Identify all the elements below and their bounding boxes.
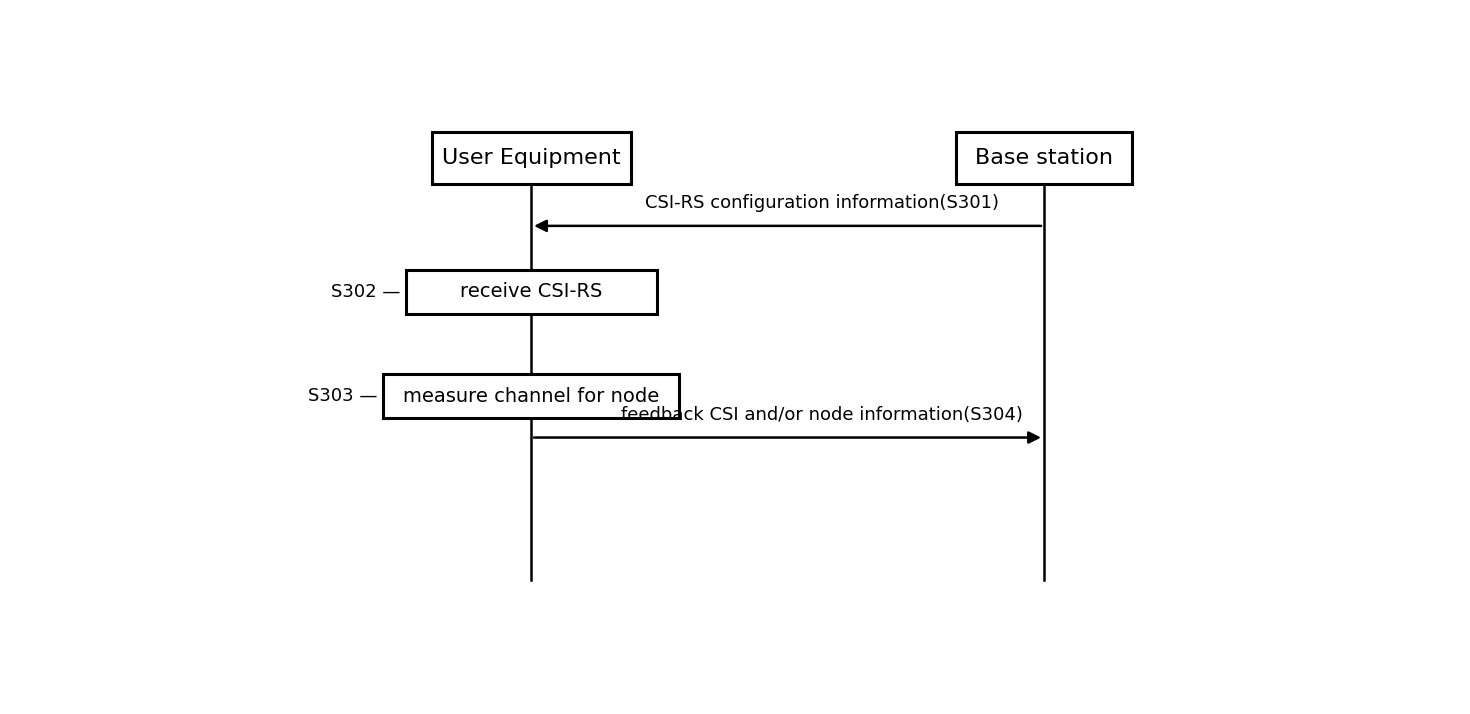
Text: S303 —: S303 — <box>309 387 378 406</box>
Text: User Equipment: User Equipment <box>442 149 620 169</box>
Text: CSI-RS configuration information(S301): CSI-RS configuration information(S301) <box>645 194 998 212</box>
Text: feedback CSI and/or node information(S304): feedback CSI and/or node information(S30… <box>620 406 1023 424</box>
Bar <box>432 132 631 184</box>
Bar <box>956 132 1132 184</box>
Text: measure channel for node: measure channel for node <box>403 387 660 406</box>
Bar <box>406 270 657 314</box>
Text: S302 —: S302 — <box>331 283 400 301</box>
Text: Base station: Base station <box>975 149 1113 169</box>
Text: receive CSI-RS: receive CSI-RS <box>460 282 603 301</box>
Bar <box>384 374 679 418</box>
